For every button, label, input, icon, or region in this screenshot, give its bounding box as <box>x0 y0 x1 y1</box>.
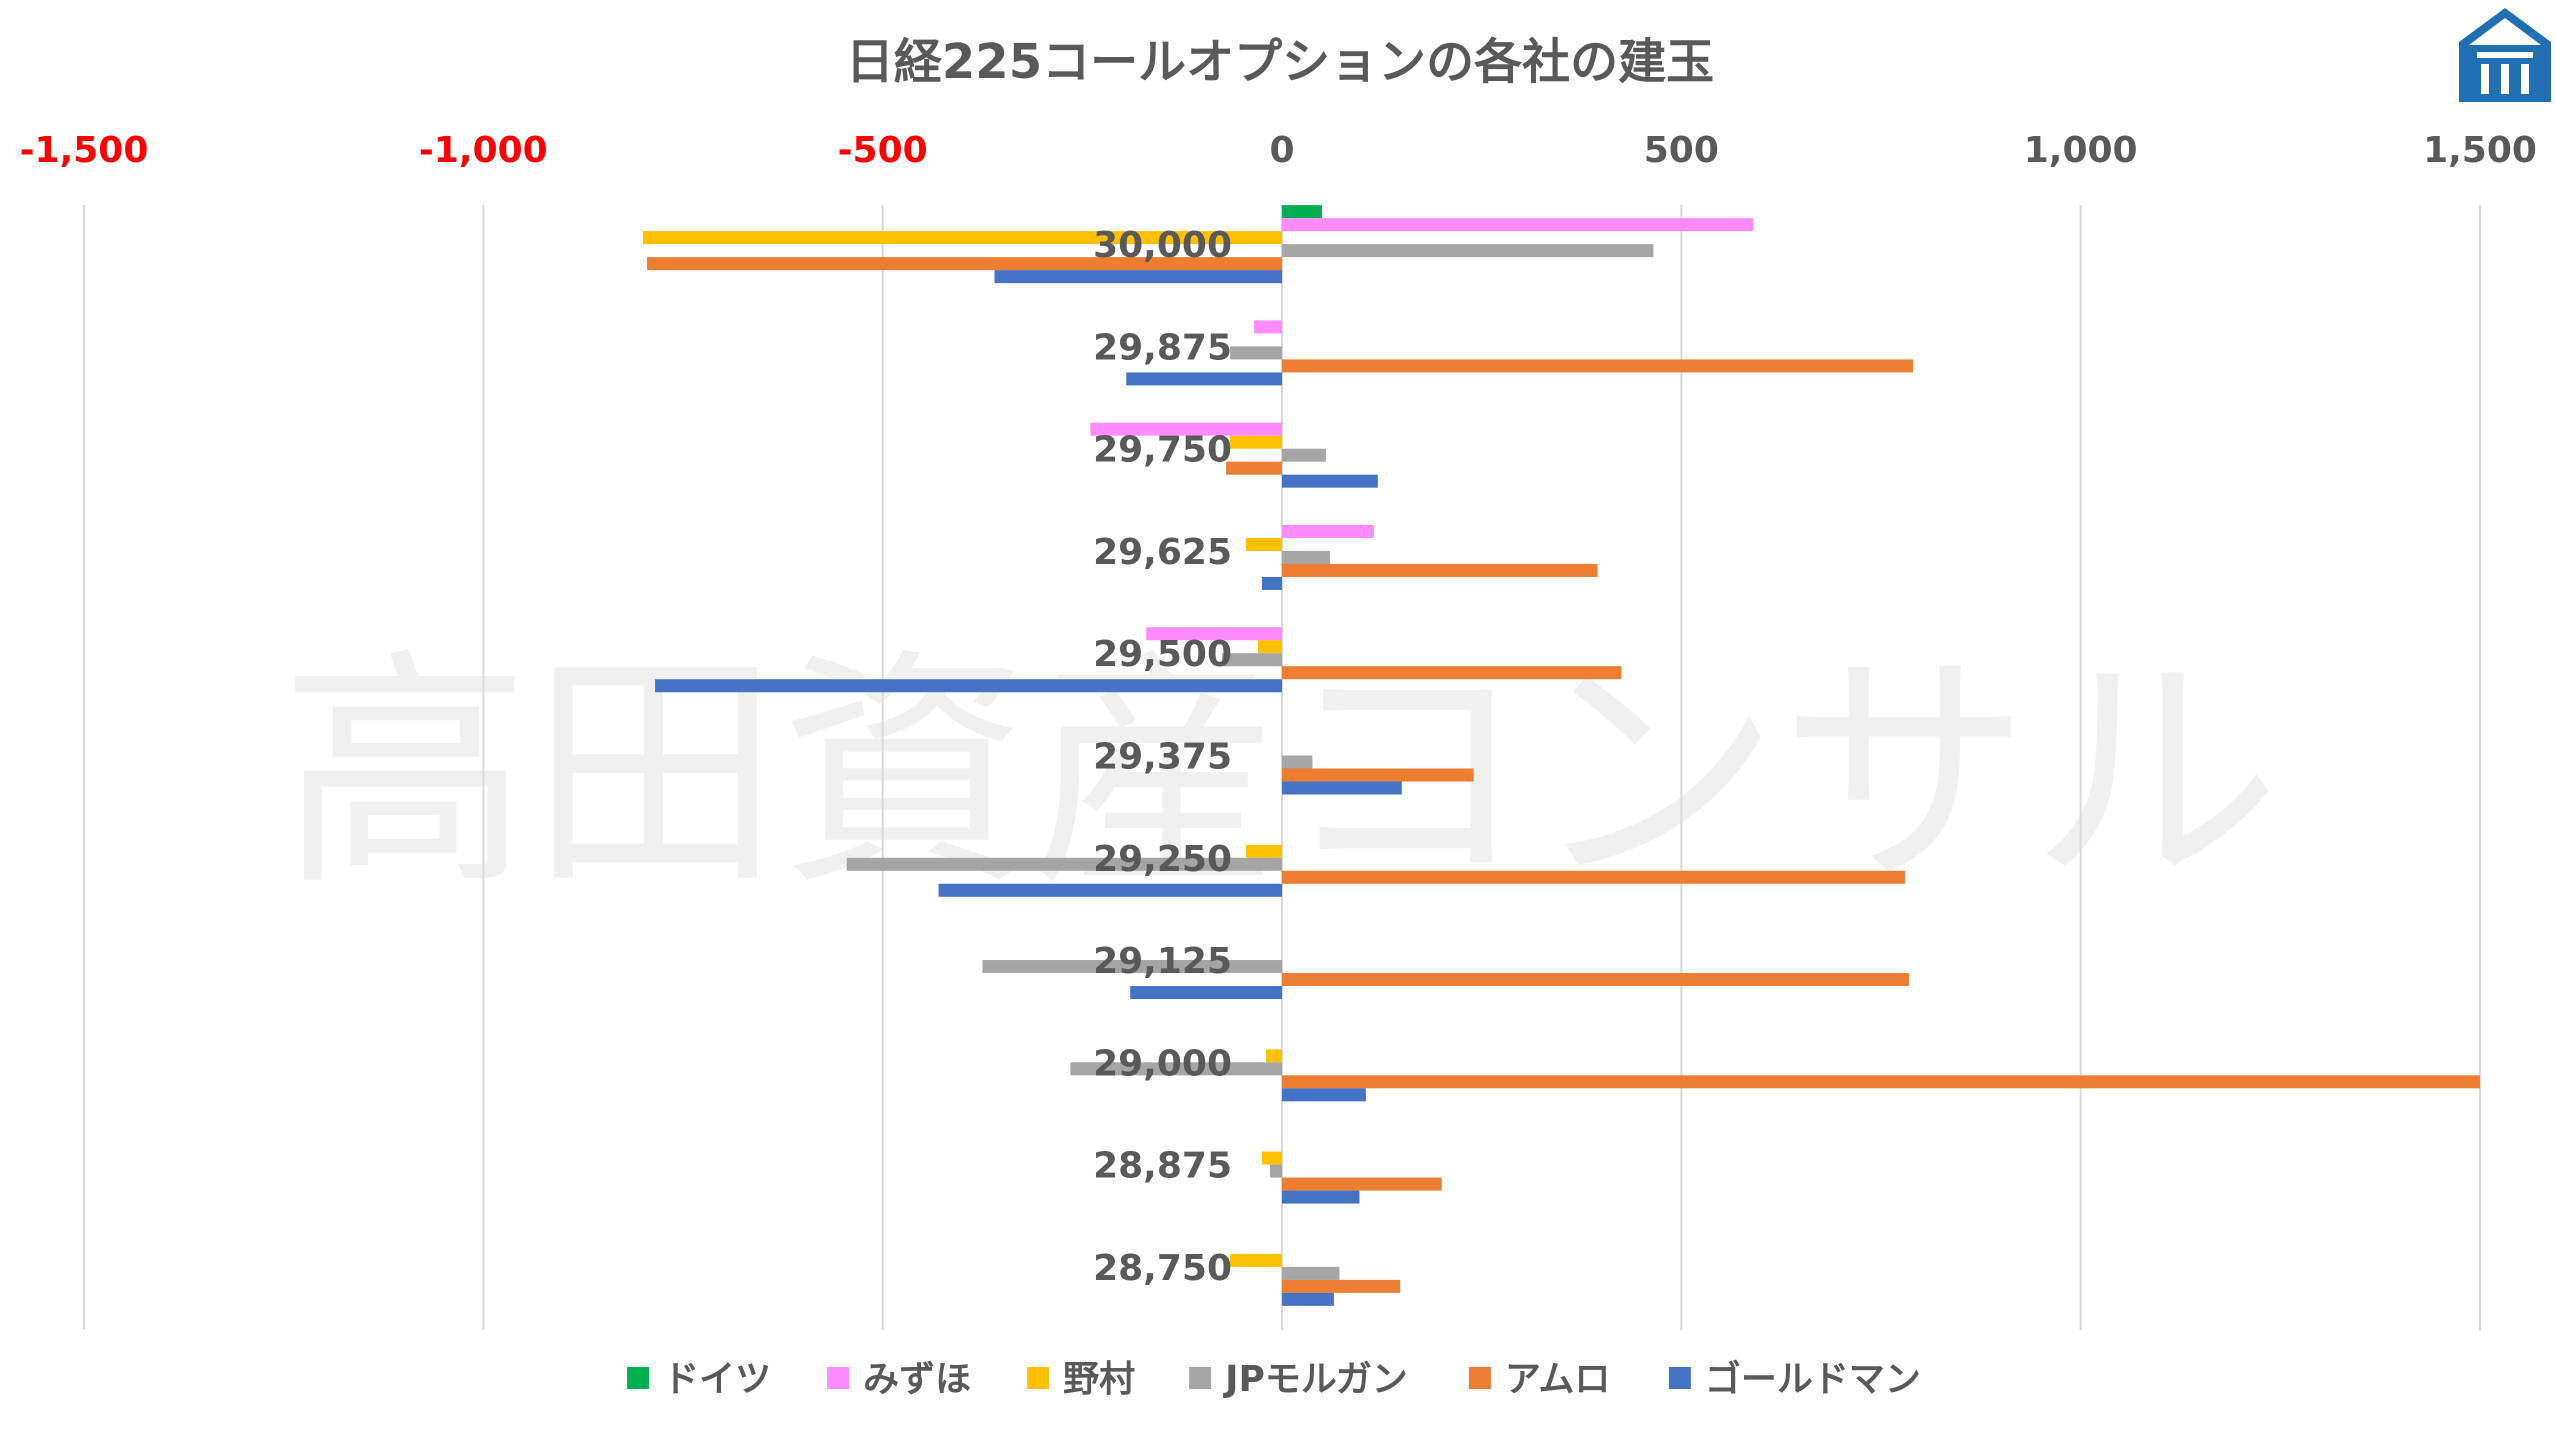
category-label: 30,000 <box>1093 225 1232 266</box>
bar-JPモルガン-29,000 <box>1070 1062 1282 1076</box>
bar-アムロ-29,000 <box>1282 1075 2480 1089</box>
category-label: 28,750 <box>1093 1248 1232 1289</box>
legend-label: JPモルガン <box>1222 1359 1408 1400</box>
x-tick-label: 0 <box>1269 130 1294 171</box>
bar-野村-30,000 <box>643 231 1282 245</box>
category-label: 28,875 <box>1093 1146 1232 1187</box>
legend-item: ドイツ <box>627 1359 771 1400</box>
bar-JPモルガン-29,625 <box>1282 550 1330 564</box>
bar-アムロ-29,250 <box>1282 870 1905 884</box>
legend-label: ゴールドマン <box>1705 1358 1921 1400</box>
bar-アムロ-29,125 <box>1282 973 1909 987</box>
grid-layer <box>83 205 2481 1330</box>
bar-ゴールドマン-29,125 <box>1130 986 1282 1000</box>
category-label: 29,125 <box>1093 941 1232 982</box>
watermark-layer: 高田資産コンサル <box>280 628 2280 919</box>
company-logo <box>2459 8 2551 102</box>
bar-みずほ-29,875 <box>1254 320 1282 334</box>
bar-ゴールドマン-29,625 <box>1262 576 1282 590</box>
category-label: 29,375 <box>1093 737 1232 778</box>
legend-swatch <box>1468 1367 1491 1389</box>
bar-アムロ-29,625 <box>1282 563 1598 577</box>
legend-swatch <box>1027 1367 1050 1389</box>
x-tick-label: 1,000 <box>2024 130 2138 171</box>
bar-みずほ-30,000 <box>1282 218 1754 232</box>
legend-swatch <box>1668 1367 1691 1389</box>
bar-アムロ-28,875 <box>1282 1177 1442 1191</box>
chart-title: 日経225コールオプションの各社の建玉 <box>846 34 1714 90</box>
bar-ゴールドマン-29,250 <box>938 883 1282 897</box>
bar-JPモルガン-28,875 <box>1270 1164 1282 1178</box>
watermark-text: 高田資産コンサル <box>280 628 2280 919</box>
bar-アムロ-29,375 <box>1282 768 1474 782</box>
bar-ゴールドマン-28,875 <box>1282 1190 1360 1204</box>
x-axis-ticks: -1,500 -1,000 -500 0 500 1,000 1,500 <box>20 130 2537 171</box>
bar-野村-29,500 <box>1258 640 1282 654</box>
bar-アムロ-30,000 <box>647 257 1282 271</box>
legend-label: 野村 <box>1063 1359 1135 1400</box>
category-label: 29,750 <box>1093 430 1232 471</box>
bar-ゴールドマン-29,375 <box>1282 781 1402 795</box>
bar-ゴールドマン-29,500 <box>655 679 1282 693</box>
category-label: 29,000 <box>1093 1043 1232 1084</box>
bar-ゴールドマン-29,000 <box>1282 1088 1366 1102</box>
bars-layer <box>643 205 2480 1306</box>
bar-JPモルガン-29,750 <box>1282 448 1326 462</box>
x-tick-label: 500 <box>1644 130 1719 171</box>
bar-アムロ-29,500 <box>1282 666 1622 680</box>
bar-ゴールドマン-29,875 <box>1126 372 1282 386</box>
bar-ゴールドマン-28,750 <box>1282 1292 1334 1306</box>
bar-JPモルガン-28,750 <box>1282 1266 1340 1280</box>
bar-アムロ-29,750 <box>1226 461 1282 475</box>
bar-ゴールドマン-29,750 <box>1282 474 1378 488</box>
legend-item: アムロ <box>1468 1359 1610 1400</box>
legend-item: みずほ <box>827 1359 971 1400</box>
bar-JPモルガン-29,375 <box>1282 755 1313 769</box>
bar-みずほ-29,500 <box>1146 627 1282 641</box>
bar-野村-28,750 <box>1230 1253 1282 1267</box>
logo-pillar-shape <box>2481 64 2489 94</box>
bar-ゴールドマン-30,000 <box>994 270 1282 284</box>
bar-野村-29,000 <box>1266 1049 1282 1063</box>
legend-item: 野村 <box>1027 1359 1135 1400</box>
category-label: 29,875 <box>1093 327 1232 368</box>
logo-pillar-shape <box>2521 64 2529 94</box>
bar-みずほ-29,750 <box>1090 422 1282 436</box>
category-label: 29,500 <box>1093 634 1232 675</box>
bar-野村-29,750 <box>1230 435 1282 449</box>
bar-野村-28,875 <box>1262 1151 1282 1165</box>
legend-label: ドイツ <box>663 1359 771 1400</box>
logo-pillar-shape <box>2501 64 2509 94</box>
legend-label: みずほ <box>863 1359 971 1400</box>
bar-JPモルガン-29,500 <box>1222 653 1282 667</box>
x-tick-label: -1,500 <box>20 130 149 171</box>
bar-みずほ-29,625 <box>1282 524 1374 538</box>
legend: ドイツ みずほ 野村 JPモルガン アムロ ゴールドマン <box>627 1358 1921 1400</box>
bar-JPモルガン-29,250 <box>846 857 1282 871</box>
bar-ドイツ-30,000 <box>1282 205 1322 219</box>
legend-item: JPモルガン <box>1189 1359 1408 1400</box>
bar-JPモルガン-30,000 <box>1282 244 1654 258</box>
legend-swatch <box>1189 1367 1212 1389</box>
bar-アムロ-28,750 <box>1282 1279 1401 1293</box>
bar-JPモルガン-29,875 <box>1230 346 1282 360</box>
logo-roof-shape <box>2469 18 2541 45</box>
category-label: 29,250 <box>1093 839 1232 880</box>
x-tick-label: 1,500 <box>2423 130 2537 171</box>
legend-item: ゴールドマン <box>1668 1358 1921 1400</box>
bar-野村-29,250 <box>1246 844 1282 858</box>
bar-JPモルガン-29,125 <box>982 960 1282 974</box>
legend-swatch <box>827 1367 850 1389</box>
legend-swatch <box>627 1367 650 1389</box>
category-labels: 30,000 29,875 29,750 29,625 29,500 29,375 29,2… <box>1093 225 1232 1289</box>
x-tick-label: -1,000 <box>419 130 548 171</box>
bar-アムロ-29,875 <box>1282 359 1913 373</box>
bar-野村-29,625 <box>1246 537 1282 551</box>
category-label: 29,625 <box>1093 532 1232 573</box>
logo-bar-shape <box>2477 52 2533 58</box>
x-tick-label: -500 <box>838 130 928 171</box>
legend-label: アムロ <box>1505 1359 1610 1400</box>
